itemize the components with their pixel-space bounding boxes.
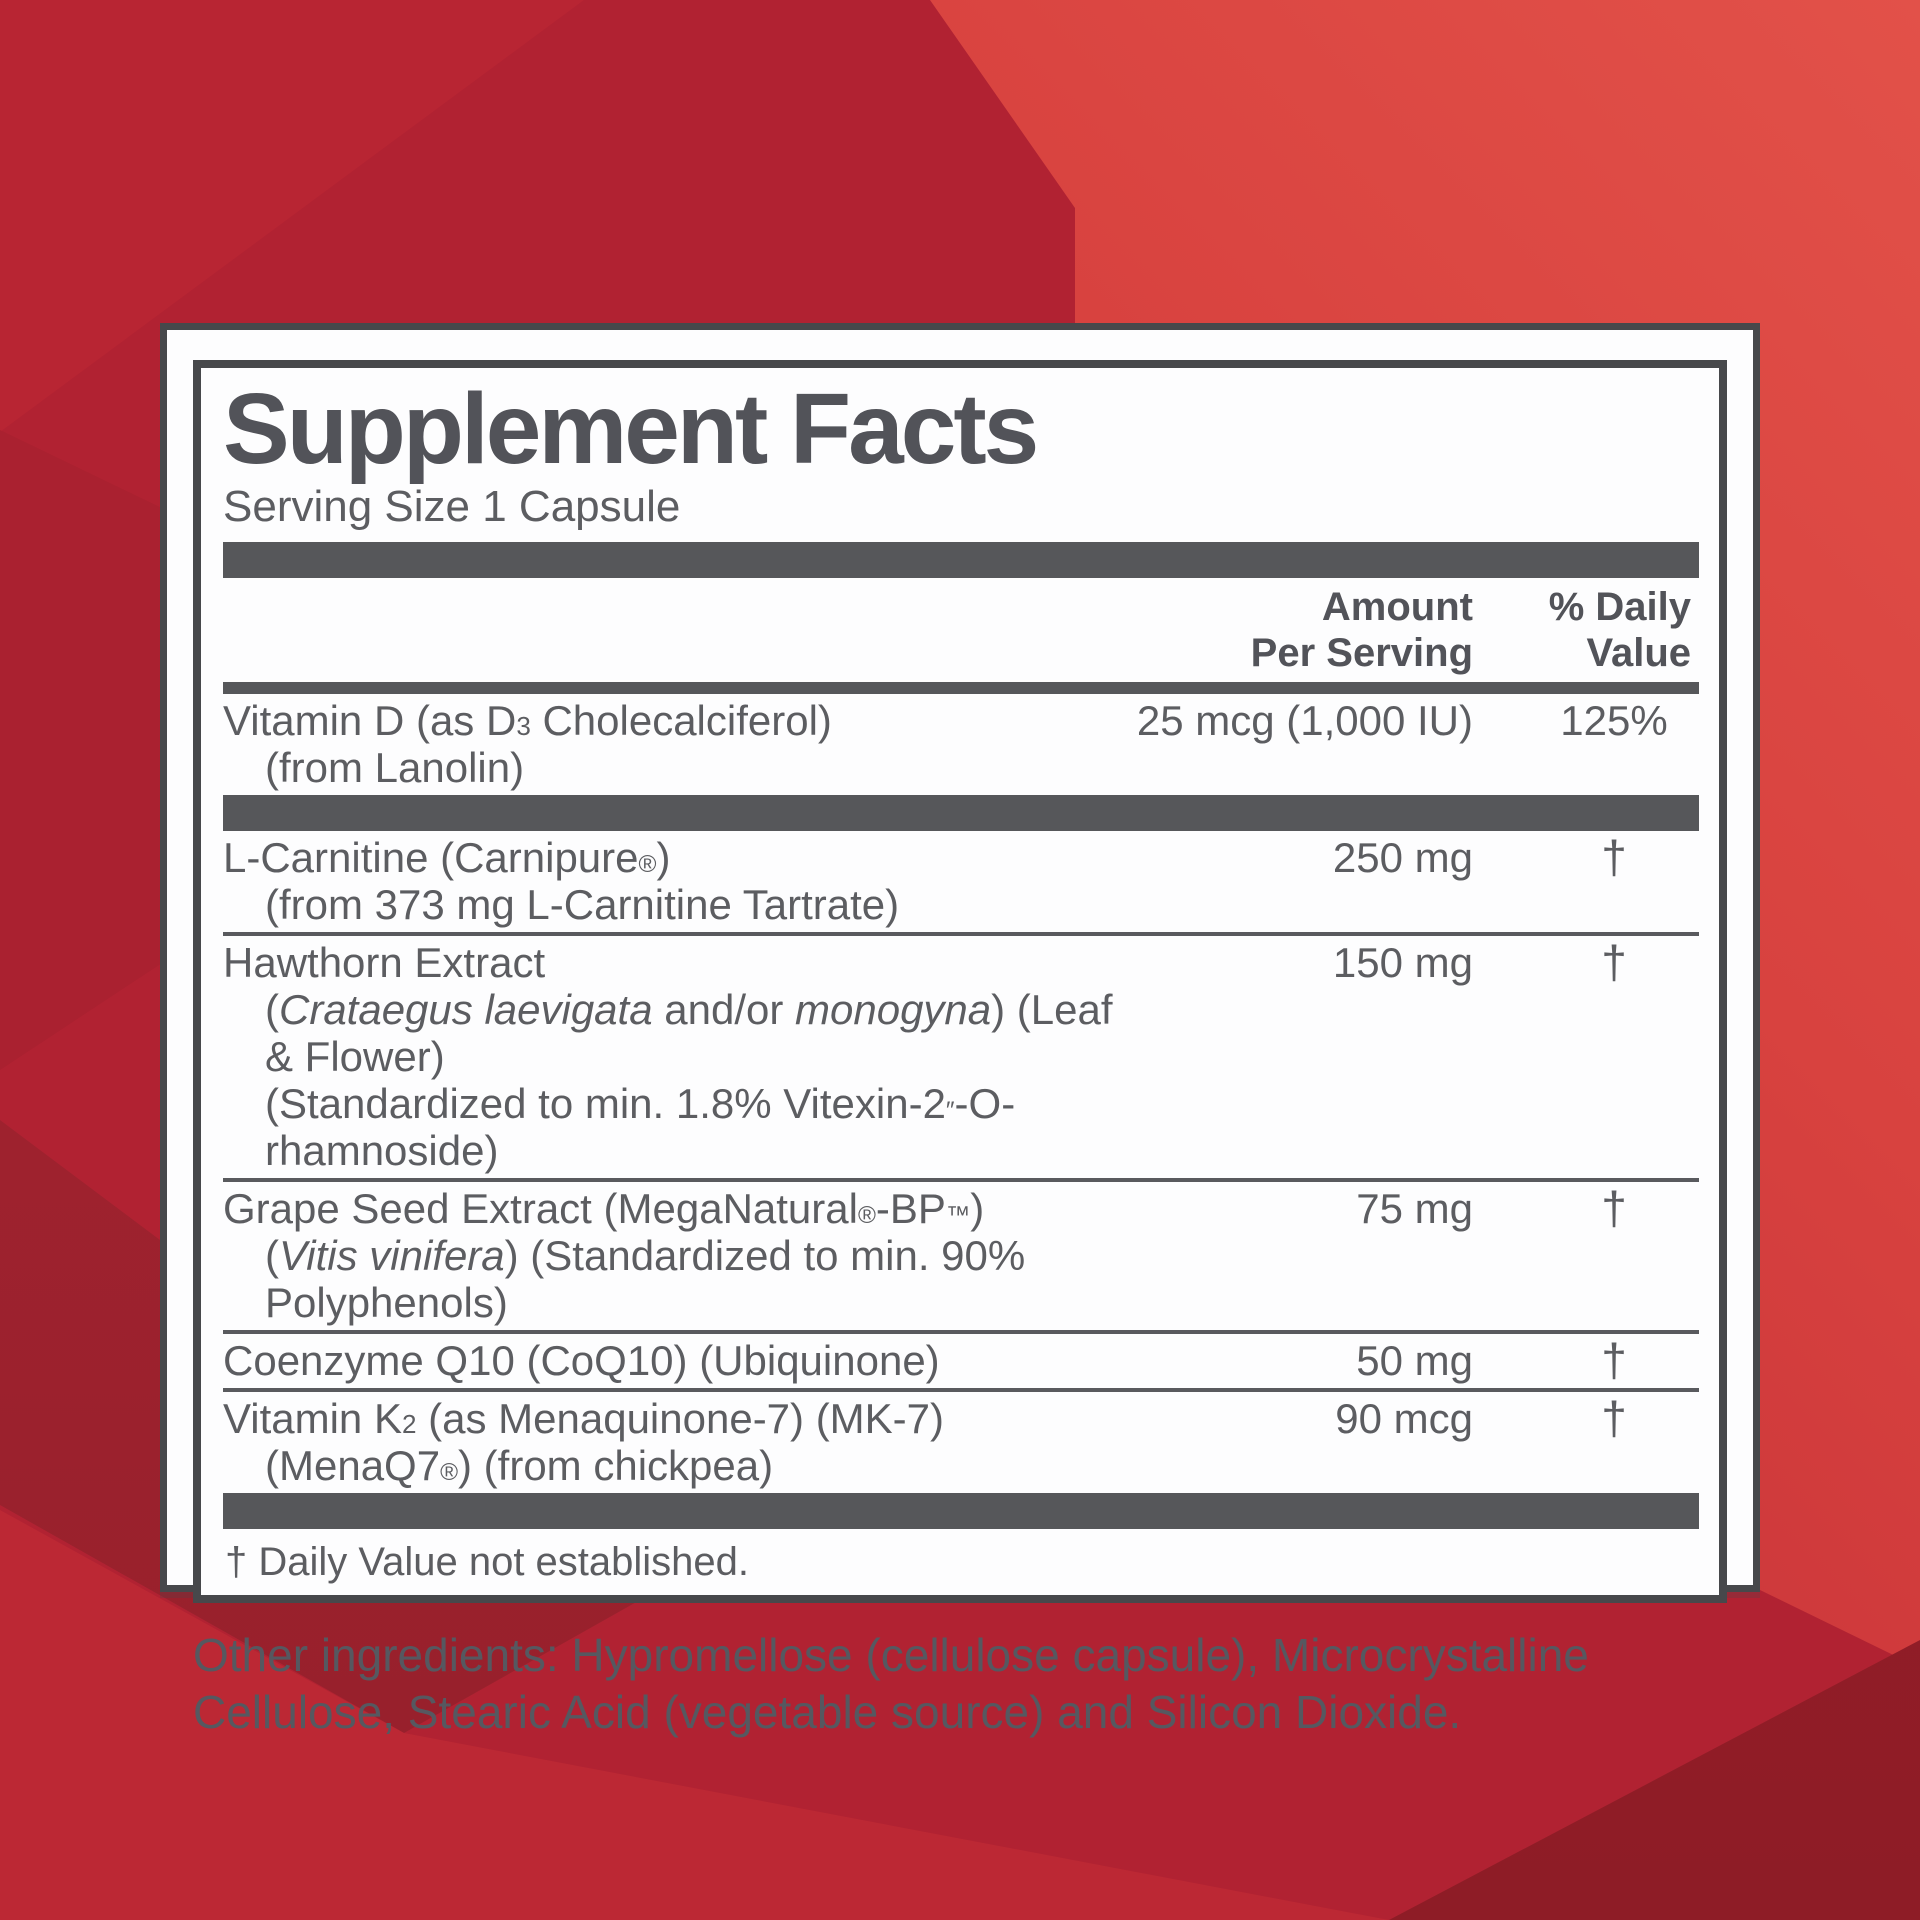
ingredient-daily-value: † — [1601, 1334, 1627, 1386]
ingredient-daily-value: † — [1601, 831, 1627, 883]
daily-value-footnote: † Daily Value not established. — [225, 1540, 750, 1584]
thick-separator-bar — [223, 542, 1699, 578]
supplement-facts-box: Supplement Facts Serving Size 1 Capsule … — [193, 360, 1727, 1603]
ingredient-daily-value: † — [1601, 1182, 1627, 1234]
ingredient-name: L-Carnitine (Carnipure®) (from 373 mg L-C… — [223, 834, 900, 928]
row-divider — [223, 1178, 1699, 1182]
ingredient-amount: 75 mg — [1356, 1185, 1473, 1232]
row-divider — [223, 1330, 1699, 1334]
ingredient-row: L-Carnitine (Carnipure®) (from 373 mg L-C… — [223, 831, 1699, 932]
amount-column-header: Amount Per Serving — [1250, 585, 1473, 675]
ingredient-amount: 50 mg — [1356, 1337, 1473, 1384]
thick-separator-bar — [223, 795, 1699, 831]
ingredient-row: Vitamin K2 (as Menaquinone-7) (MK-7) (Men… — [223, 1392, 1699, 1493]
ingredient-name: Hawthorn Extract (Crataegus laevigata and… — [223, 939, 1113, 1174]
ingredient-daily-value: 125% — [1560, 697, 1668, 744]
ingredient-name: Vitamin D (as D3 Cholecalciferol) (from L… — [223, 697, 832, 791]
ingredient-row: Hawthorn Extract (Crataegus laevigata and… — [223, 936, 1699, 1178]
ingredient-name: Vitamin K2 (as Menaquinone-7) (MK-7) (Men… — [223, 1395, 945, 1489]
ingredient-amount: 150 mg — [1332, 939, 1473, 986]
rows-container: Vitamin D (as D3 Cholecalciferol) (from L… — [223, 694, 1699, 1529]
ingredient-name: Coenzyme Q10 (CoQ10) (Ubiquinone) — [223, 1337, 940, 1384]
row-divider — [223, 1388, 1699, 1392]
ingredient-amount: 250 mg — [1332, 834, 1473, 881]
ingredient-row: Grape Seed Extract (MegaNatural®-BP™) (Vi… — [223, 1182, 1699, 1330]
ingredient-row: Vitamin D (as D3 Cholecalciferol) (from L… — [223, 694, 1699, 795]
serving-size: Serving Size 1 Capsule — [223, 482, 681, 531]
ingredient-amount: 90 mcg — [1335, 1395, 1473, 1442]
ingredient-daily-value: † — [1601, 1392, 1627, 1444]
supplement-facts-card: Supplement Facts Serving Size 1 Capsule … — [160, 323, 1760, 1738]
thick-separator-bar — [223, 1493, 1699, 1529]
row-divider — [223, 932, 1699, 936]
ingredient-row: Coenzyme Q10 (CoQ10) (Ubiquinone) 50 mg … — [223, 1334, 1699, 1388]
ingredient-amount: 25 mcg (1,000 IU) — [1136, 697, 1473, 744]
other-ingredients-text: Other ingredients: Hypromellose (cellulo… — [193, 1629, 1589, 1738]
page-title: Supplement Facts — [223, 373, 1039, 485]
ingredient-name: Grape Seed Extract (MegaNatural®-BP™) (Vi… — [223, 1185, 1026, 1326]
daily-value-column-header: % Daily Value — [1548, 585, 1691, 675]
ingredient-daily-value: † — [1601, 936, 1627, 988]
header-divider — [223, 682, 1699, 694]
table-header-row: Amount Per Serving % Daily Value — [223, 578, 1699, 682]
